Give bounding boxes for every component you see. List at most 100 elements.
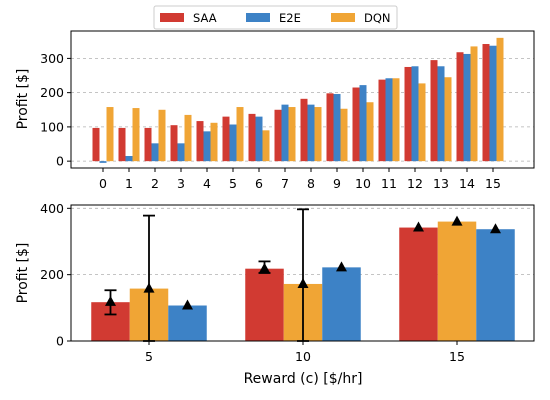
mean-marker-saa-15 bbox=[413, 221, 424, 232]
bottom-x-tick-label-10: 10 bbox=[295, 349, 311, 364]
top-bar-dqn-7 bbox=[288, 107, 296, 162]
top-bar-e2e-4 bbox=[203, 131, 211, 162]
top-x-tick-label-10: 10 bbox=[355, 176, 371, 191]
top-y-axis-label: Profit [$] bbox=[15, 69, 31, 130]
top-bar-saa-8 bbox=[300, 98, 308, 162]
top-bar-e2e-15 bbox=[489, 45, 497, 162]
top-bar-dqn-0 bbox=[106, 107, 114, 162]
mean-marker-e2e-15 bbox=[490, 223, 501, 234]
top-x-tick-label-15: 15 bbox=[485, 176, 501, 191]
mean-marker-dqn-5 bbox=[143, 282, 155, 293]
bottom-y-axis-label: Profit [$] bbox=[15, 243, 31, 304]
top-bar-dqn-1 bbox=[132, 108, 140, 162]
top-bar-dqn-13 bbox=[444, 77, 452, 162]
top-bar-saa-9 bbox=[326, 93, 334, 162]
top-bar-saa-10 bbox=[352, 87, 360, 162]
top-bar-e2e-11 bbox=[385, 78, 393, 162]
top-bar-dqn-6 bbox=[262, 130, 270, 162]
bottom-bar-e2e-5 bbox=[168, 305, 207, 341]
legend-label-dqn: DQN bbox=[364, 11, 391, 25]
top-y-tick-label-2: 200 bbox=[40, 85, 64, 100]
bottom-y-tick-label-2: 400 bbox=[40, 201, 64, 216]
top-bar-dqn-5 bbox=[236, 107, 244, 162]
top-bars bbox=[92, 37, 504, 163]
bottom-error-bars bbox=[104, 208, 501, 342]
top-bar-e2e-1 bbox=[125, 156, 133, 162]
top-bar-dqn-4 bbox=[210, 122, 218, 162]
top-bar-dqn-15 bbox=[496, 37, 504, 162]
mean-marker-saa-5 bbox=[105, 295, 116, 306]
top-bar-saa-12 bbox=[404, 66, 412, 162]
legend-box bbox=[153, 5, 398, 30]
top-x-tick-label-2: 2 bbox=[151, 176, 159, 191]
top-bar-e2e-14 bbox=[463, 53, 471, 162]
top-bar-saa-3 bbox=[170, 125, 178, 162]
top-bar-e2e-10 bbox=[359, 85, 367, 162]
top-bar-dqn-12 bbox=[418, 83, 426, 162]
top-bar-saa-6 bbox=[248, 113, 256, 162]
legend-swatch-e2e bbox=[246, 13, 270, 22]
bottom-x-axis-label: Reward (c) [$/hr] bbox=[244, 371, 363, 387]
top-bar-dqn-9 bbox=[340, 108, 348, 162]
bottom-y-ticks: 0 200 400 bbox=[40, 201, 71, 349]
top-bar-saa-11 bbox=[378, 79, 386, 162]
top-x-tick-label-3: 3 bbox=[177, 176, 185, 191]
top-x-tick-label-12: 12 bbox=[407, 176, 423, 191]
bottom-bars bbox=[91, 221, 515, 341]
mean-marker-saa-10 bbox=[259, 262, 270, 273]
bottom-bar-saa-10 bbox=[245, 268, 284, 341]
top-y-tick-label-1: 100 bbox=[40, 119, 64, 134]
top-bar-e2e-6 bbox=[255, 116, 263, 162]
top-bar-e2e-8 bbox=[307, 104, 315, 162]
top-bar-saa-4 bbox=[196, 121, 204, 162]
top-x-ticks: 0 1 2 3 4 5 6 7 8 9 10 11 12 13 14 15 bbox=[99, 168, 501, 191]
top-y-tick-label-3: 300 bbox=[40, 51, 64, 66]
top-y-ticks: 0 100 200 300 bbox=[40, 51, 71, 169]
top-bar-dqn-11 bbox=[392, 78, 400, 162]
top-x-tick-label-5: 5 bbox=[229, 176, 237, 191]
bottom-bar-saa-15 bbox=[399, 227, 438, 341]
bottom-bar-dqn-15 bbox=[437, 221, 477, 341]
legend-label-e2e: E2E bbox=[279, 11, 301, 25]
top-x-tick-label-13: 13 bbox=[433, 176, 449, 191]
mean-marker-e2e-10 bbox=[336, 261, 347, 272]
legend: SAA E2E DQN bbox=[153, 5, 398, 30]
bottom-y-tick-label-1: 200 bbox=[40, 267, 64, 282]
top-bar-dqn-14 bbox=[470, 46, 478, 162]
bottom-bar-e2e-15 bbox=[476, 229, 515, 341]
top-x-tick-label-1: 1 bbox=[125, 176, 133, 191]
legend-swatch-saa bbox=[160, 13, 184, 22]
top-axes-frame bbox=[70, 30, 535, 169]
top-bar-saa-7 bbox=[274, 109, 282, 162]
top-bar-dqn-2 bbox=[158, 109, 166, 162]
top-bar-saa-2 bbox=[144, 127, 152, 162]
top-bar-e2e-5 bbox=[229, 124, 237, 162]
top-bar-saa-0 bbox=[92, 127, 100, 162]
top-bar-dqn-10 bbox=[366, 102, 374, 162]
legend-label-saa: SAA bbox=[193, 11, 217, 25]
top-bar-saa-1 bbox=[118, 127, 126, 162]
legend-swatch-dqn bbox=[331, 13, 355, 22]
top-x-tick-label-11: 11 bbox=[381, 176, 397, 191]
top-bar-saa-15 bbox=[482, 44, 490, 162]
top-x-tick-label-6: 6 bbox=[255, 176, 263, 191]
bottom-bar-e2e-10 bbox=[322, 267, 361, 341]
top-bar-dqn-8 bbox=[314, 107, 322, 162]
bottom-x-tick-label-5: 5 bbox=[145, 349, 153, 364]
mean-marker-e2e-5 bbox=[182, 299, 193, 310]
top-x-tick-label-0: 0 bbox=[99, 176, 107, 191]
top-bar-saa-5 bbox=[222, 116, 230, 162]
top-x-tick-label-7: 7 bbox=[281, 176, 289, 191]
top-bar-saa-13 bbox=[430, 60, 438, 162]
bottom-y-tick-label-0: 0 bbox=[56, 334, 64, 349]
mean-marker-dqn-15 bbox=[451, 215, 463, 226]
mean-marker-dqn-10 bbox=[297, 277, 309, 288]
top-bar-e2e-9 bbox=[333, 94, 341, 162]
top-bar-e2e-0 bbox=[99, 161, 107, 163]
top-bar-saa-14 bbox=[456, 52, 464, 162]
top-x-tick-label-4: 4 bbox=[203, 176, 211, 191]
top-bar-e2e-12 bbox=[411, 66, 419, 162]
top-bar-e2e-2 bbox=[151, 143, 159, 162]
